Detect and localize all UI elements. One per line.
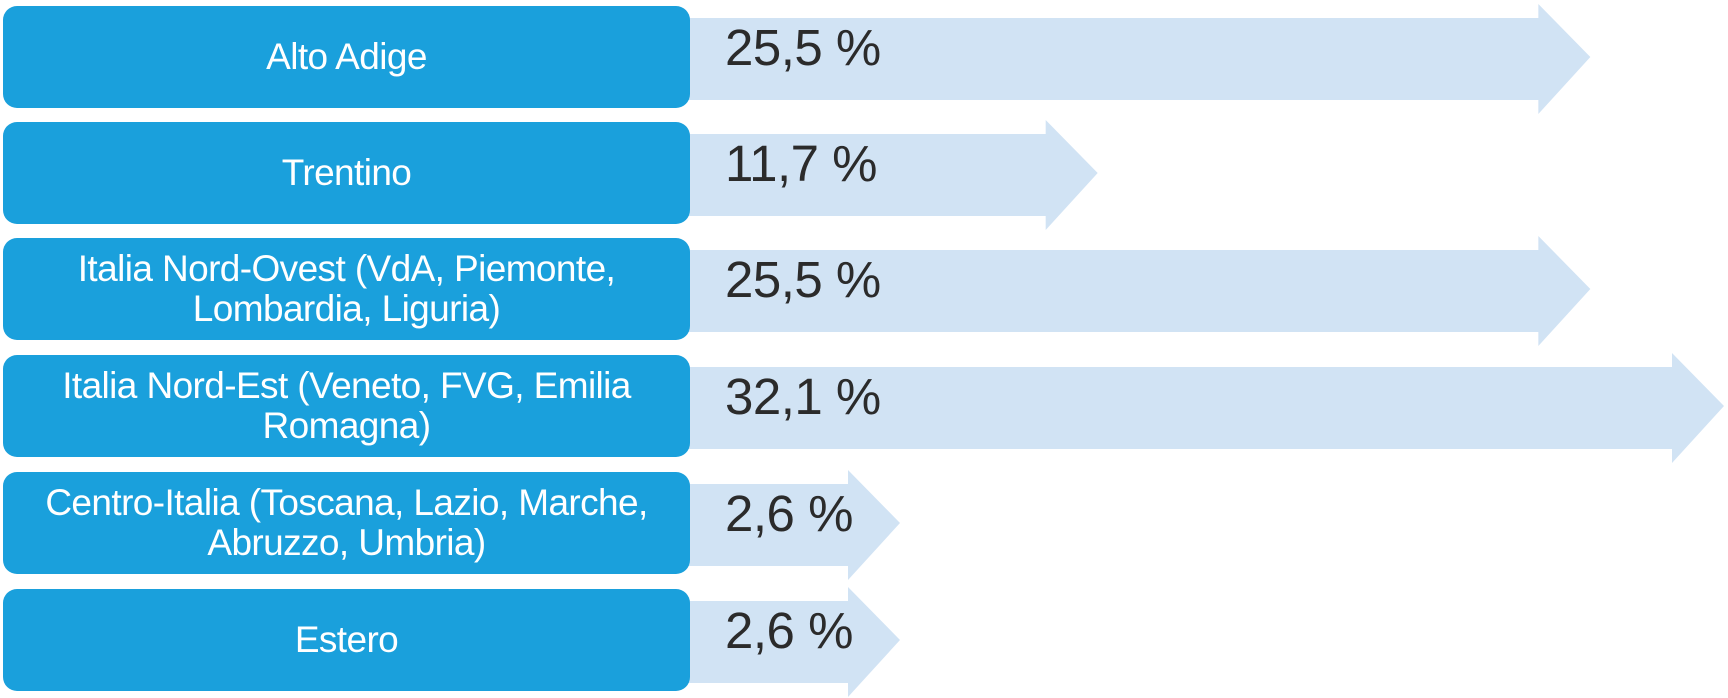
- bar-row: Italia Nord-Ovest (VdA, Piemonte, Lombar…: [0, 232, 1728, 346]
- category-box: Trentino: [3, 122, 690, 224]
- category-label: Centro-Italia (Toscana, Lazio, Marche, A…: [45, 482, 648, 563]
- bar-arrow-shape: [680, 470, 900, 580]
- bar-arrow: [680, 466, 900, 580]
- category-label: Trentino: [281, 152, 412, 193]
- category-box: Italia Nord-Ovest (VdA, Piemonte, Lombar…: [3, 238, 690, 340]
- bar-row: Estero 2,6 %: [0, 583, 1728, 697]
- bar-arrow: [680, 349, 1724, 463]
- bar-arrow-shape: [680, 4, 1591, 114]
- bar-row: Alto Adige 25,5 %: [0, 0, 1728, 114]
- value-label: 25,5 %: [725, 19, 881, 76]
- value-label: 32,1 %: [725, 368, 881, 425]
- bar-arrow-shape: [680, 587, 900, 697]
- value-label: 11,7 %: [725, 135, 878, 192]
- bar-arrow: [680, 583, 900, 697]
- value-label: 25,5 %: [725, 251, 881, 308]
- category-box: Estero: [3, 589, 690, 691]
- bar-arrow: [680, 116, 1098, 230]
- bar-arrow-shape: [680, 236, 1591, 346]
- category-box: Italia Nord-Est (Veneto, FVG, Emilia Rom…: [3, 355, 690, 457]
- bar-row: Trentino 11,7 %: [0, 116, 1728, 230]
- bar-arrow: [680, 232, 1591, 346]
- bar-arrow-shape: [680, 120, 1098, 230]
- category-label: Italia Nord-Ovest (VdA, Piemonte, Lombar…: [77, 248, 616, 329]
- category-label: Estero: [294, 619, 399, 660]
- category-box: Alto Adige: [3, 6, 690, 108]
- bar-row: Italia Nord-Est (Veneto, FVG, Emilia Rom…: [0, 349, 1728, 463]
- category-label: Italia Nord-Est (Veneto, FVG, Emilia Rom…: [62, 365, 631, 446]
- category-label: Alto Adige: [266, 36, 427, 77]
- bar-arrow-shape: [680, 353, 1724, 463]
- bar-row: Centro-Italia (Toscana, Lazio, Marche, A…: [0, 466, 1728, 580]
- value-label: 2,6 %: [725, 485, 853, 542]
- category-box: Centro-Italia (Toscana, Lazio, Marche, A…: [3, 472, 690, 574]
- bar-arrow: [680, 0, 1591, 114]
- value-label: 2,6 %: [725, 602, 853, 659]
